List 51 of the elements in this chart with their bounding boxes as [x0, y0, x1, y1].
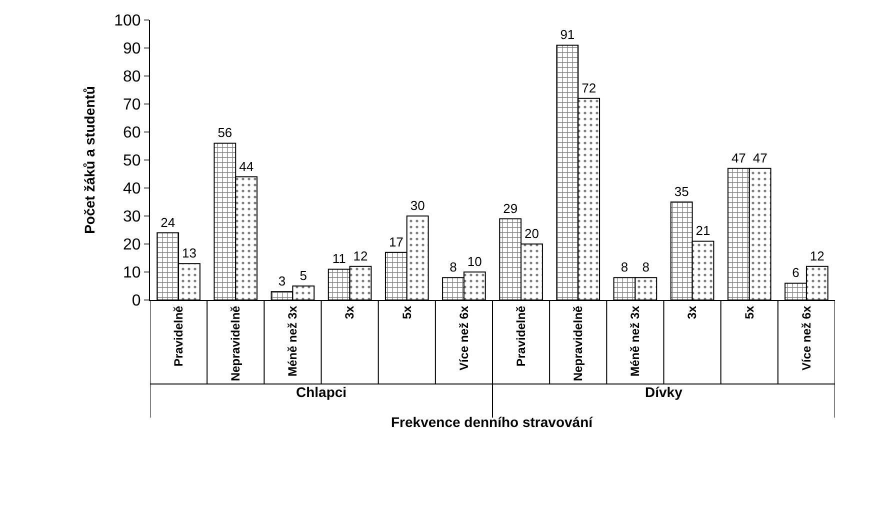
- data-label: 29: [503, 200, 518, 216]
- y-tick-label: 10: [123, 264, 141, 282]
- y-tick-label: 80: [123, 68, 141, 86]
- y-tick-label: 100: [114, 12, 141, 30]
- data-label: 8: [620, 260, 628, 275]
- data-label: 12: [353, 248, 368, 264]
- data-label: 6: [792, 265, 800, 280]
- data-label: 11: [332, 251, 346, 266]
- data-label: 35: [674, 184, 689, 199]
- x-tick-label: Nepravidelně: [571, 305, 586, 382]
- data-label: 8: [450, 260, 457, 275]
- x-tick-label: Pravidelně: [514, 305, 528, 367]
- x-tick-label: Méně než 3x: [286, 305, 300, 377]
- text: Dívky: [645, 384, 683, 400]
- data-label: 30: [410, 198, 425, 213]
- y-tick-label: 30: [123, 208, 141, 226]
- data-label: 10: [467, 254, 482, 269]
- y-axis-title: Počet žáků a studentů: [82, 86, 98, 234]
- y-tick-label: 70: [123, 96, 141, 114]
- data-label: 13: [182, 246, 196, 261]
- y-tick-label: 50: [123, 152, 141, 170]
- x-tick-label: 3x: [342, 305, 357, 320]
- x-tick-label: Nepravidelně: [228, 305, 243, 382]
- y-tick-label: 60: [123, 124, 141, 142]
- data-label: 12: [810, 248, 824, 264]
- data-label: 3: [278, 274, 286, 289]
- data-label: 20: [524, 226, 539, 241]
- y-tick-label: 0: [132, 292, 141, 310]
- data-label: 56: [218, 125, 232, 140]
- data-label: 44: [239, 158, 254, 174]
- x-tick-label: Více než 6x: [456, 305, 471, 371]
- y-tick-label: 20: [123, 236, 141, 254]
- data-label: 21: [696, 223, 710, 238]
- data-label: 47: [752, 150, 768, 166]
- x-tick-label: 3x: [685, 305, 700, 320]
- data-label: 8: [642, 260, 650, 275]
- data-label: 17: [388, 234, 404, 250]
- data-label: 91: [560, 27, 575, 42]
- data-label: 5: [300, 268, 308, 283]
- data-label: 47: [731, 150, 746, 166]
- x-tick-label: 5x: [400, 305, 414, 320]
- x-tick-label: Méně než 3x: [628, 305, 642, 377]
- x-axis-title: Frekvence denního stravování: [391, 414, 594, 430]
- x-tick-label: Pravidelně: [171, 305, 186, 367]
- data-label: 72: [582, 80, 596, 96]
- x-tick-label: Více než 6x: [799, 305, 814, 371]
- y-tick-label: 40: [123, 180, 141, 198]
- y-tick-label: 90: [123, 40, 141, 58]
- text: Chlapci: [296, 384, 347, 400]
- x-tick-label: 5x: [742, 305, 756, 320]
- data-label: 24: [160, 214, 176, 230]
